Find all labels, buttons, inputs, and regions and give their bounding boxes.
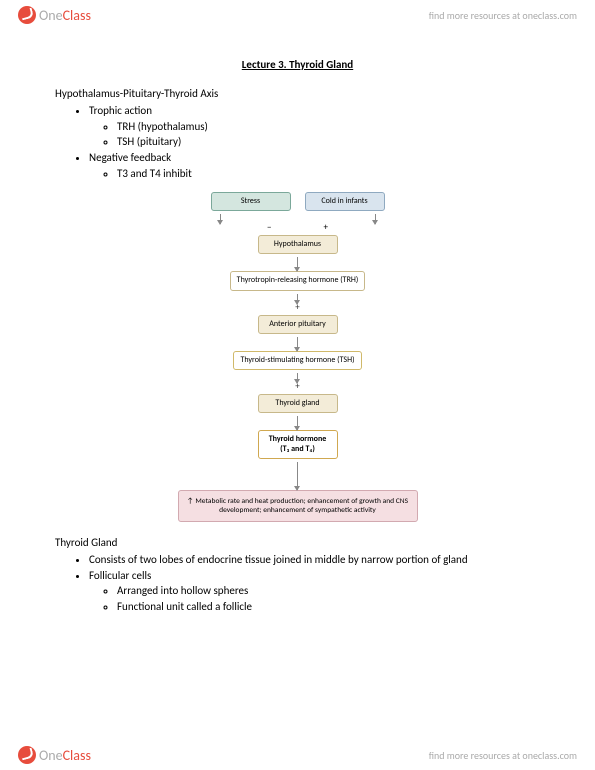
- list-item: TSH (pituitary): [117, 135, 540, 150]
- node-anterior: Anterior pituitary: [258, 315, 338, 334]
- brand-text-one: One: [39, 747, 63, 764]
- page-header: OneClass find more resources at oneclass…: [0, 0, 595, 30]
- section2-list: Consists of two lobes of endocrine tissu…: [55, 553, 540, 615]
- brand-text-class: Class: [63, 747, 91, 764]
- list-item: TRH (hypothalamus): [117, 120, 540, 135]
- flowchart-diagram: Stress Cold in infants − + Hypothalamus T…: [168, 192, 428, 522]
- list-item: Follicular cells: [89, 569, 540, 584]
- footer-link[interactable]: find more resources at oneclass.com: [429, 749, 577, 762]
- list-item: Arranged into hollow spheres: [117, 584, 540, 599]
- list-item: Negative feedback: [89, 151, 540, 166]
- node-thyroid-hormone: Thyroid hormone(T₃ and T₄): [258, 430, 338, 458]
- list-item: Consists of two lobes of endocrine tissu…: [89, 553, 540, 568]
- arrow-icon: [297, 462, 298, 490]
- section1-list: Trophic action TRH (hypothalamus) TSH (p…: [55, 104, 540, 182]
- node-trh: Thyrotropin-releasing hormone (TRH): [230, 271, 366, 290]
- brand-text-class: Class: [63, 7, 91, 24]
- arrow-icon: [297, 373, 298, 383]
- sign-plus: +: [324, 222, 328, 234]
- lecture-title: Lecture 3. Thyroid Gland: [55, 58, 540, 73]
- header-link[interactable]: find more resources at oneclass.com: [429, 9, 577, 22]
- arrow-icon: [297, 416, 298, 430]
- sign-minus: −: [267, 222, 271, 234]
- node-outcome: ↑ Metabolic rate and heat production; en…: [178, 490, 418, 522]
- section1-heading: Hypothalamus-Pituitary-Thyroid Axis: [55, 87, 540, 102]
- node-tsh: Thyroid-stimulating hormone (TSH): [233, 351, 361, 370]
- brand-text-one: One: [39, 7, 63, 24]
- list-item: T3 and T4 inhibit: [117, 167, 540, 182]
- list-item: Trophic action: [89, 104, 540, 119]
- page-content: Lecture 3. Thyroid Gland Hypothalamus-Pi…: [0, 30, 595, 615]
- arrow-icon: [375, 214, 376, 224]
- logo-icon: [18, 746, 36, 764]
- brand-logo: OneClass: [18, 746, 91, 764]
- arrow-icon: [220, 214, 221, 224]
- node-hypothalamus: Hypothalamus: [258, 235, 338, 254]
- list-item: Functional unit called a follicle: [117, 600, 540, 615]
- logo-icon: [18, 6, 36, 24]
- section2-heading: Thyroid Gland: [55, 536, 540, 551]
- node-gland: Thyroid gland: [258, 394, 338, 413]
- arrow-icon: [297, 294, 298, 304]
- arrow-icon: [297, 257, 298, 271]
- node-cold: Cold in infants: [305, 192, 385, 211]
- brand-logo: OneClass: [18, 6, 91, 24]
- node-stress: Stress: [211, 192, 291, 211]
- page-footer: OneClass find more resources at oneclass…: [0, 740, 595, 770]
- arrow-icon: [297, 337, 298, 351]
- node-th-line2: (T₃ and T₄): [280, 444, 315, 454]
